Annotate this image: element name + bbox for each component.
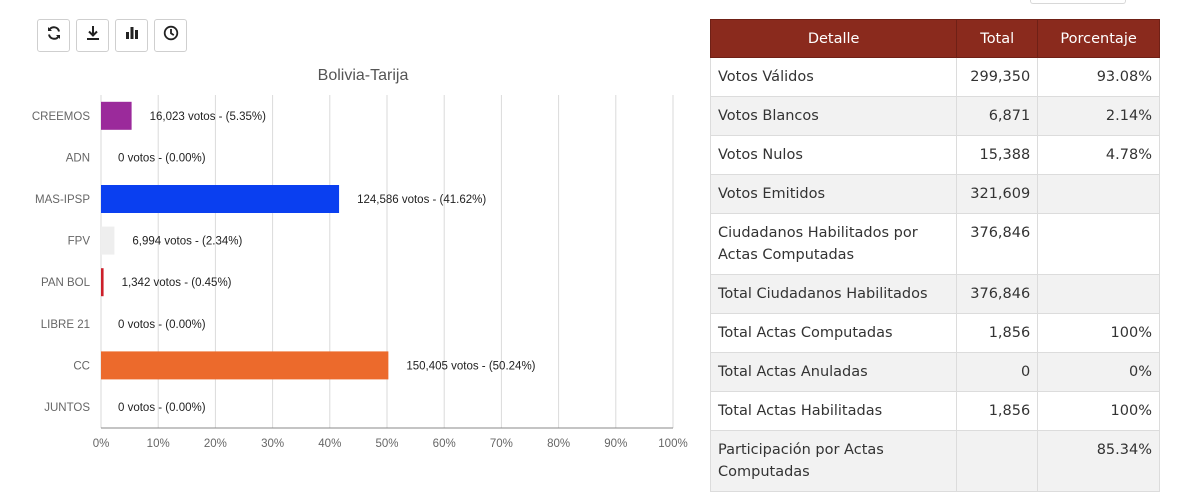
row-total: 299,350 <box>956 57 1039 97</box>
data-label: 124,586 votos - (41.62%) <box>357 194 486 206</box>
row-percentage: 100% <box>1037 313 1160 353</box>
row-percentage: 2.14% <box>1037 96 1160 136</box>
bar <box>101 226 115 255</box>
bar-chart: Bolivia-Tarija 0% 10% 20% 30% 40% 50% 60% 70% 80%… <box>32 67 688 450</box>
row-percentage: 93.08% <box>1037 57 1160 97</box>
row-detail: Votos Emitidos <box>709 174 958 214</box>
download-icon <box>85 25 101 46</box>
row-percentage: 4.78% <box>1037 135 1160 175</box>
header-porcentaje: Porcentaje <box>1037 19 1160 58</box>
data-label: 150,405 votos - (50.24%) <box>406 360 535 372</box>
bar <box>101 351 389 380</box>
row-total: 0 <box>956 352 1039 392</box>
row-detail: Total Actas Anuladas <box>709 352 958 392</box>
refresh-icon <box>46 25 62 46</box>
row-total <box>956 430 1039 492</box>
chart-toolbar <box>37 19 187 52</box>
row-total: 376,846 <box>956 274 1039 314</box>
category-label: CC <box>73 360 90 372</box>
category-label: LIBRE 21 <box>41 319 90 331</box>
row-detail: Total Actas Computadas <box>709 313 958 353</box>
header-total: Total <box>956 19 1039 58</box>
x-tick-label: 80% <box>547 438 570 450</box>
category-label: MAS-IPSP <box>35 194 90 206</box>
row-percentage <box>1037 213 1160 275</box>
row-percentage: 85.34% <box>1037 430 1160 492</box>
data-label: 0 votos - (0.00%) <box>118 319 206 331</box>
x-tick-label: 40% <box>318 438 341 450</box>
bar-chart-icon <box>124 25 140 46</box>
table-row: Total Actas Computadas 1,856 100% <box>709 313 1160 353</box>
top-tab-edge <box>1030 0 1126 4</box>
header-detalle: Detalle <box>709 19 958 58</box>
table-row: Total Ciudadanos Habilitados 376,846 <box>709 274 1160 314</box>
x-tick-label: 10% <box>147 438 170 450</box>
row-total: 1,856 <box>956 391 1039 431</box>
table-row: Votos Emitidos 321,609 <box>709 174 1160 214</box>
x-tick-label: 70% <box>490 438 513 450</box>
category-label: ADN <box>66 152 90 164</box>
data-label: 6,994 votos - (2.34%) <box>132 236 242 248</box>
bar <box>101 101 132 130</box>
data-label: 1,342 votos - (0.45%) <box>122 277 232 289</box>
row-detail: Total Ciudadanos Habilitados <box>709 274 958 314</box>
row-percentage <box>1037 174 1160 214</box>
table-row: Participación por Actas Computadas 85.34% <box>709 430 1160 492</box>
history-button[interactable] <box>154 19 187 52</box>
row-detail: Ciudadanos Habilitados por Actas Computa… <box>709 213 958 275</box>
row-percentage: 0% <box>1037 352 1160 392</box>
row-total: 1,856 <box>956 313 1039 353</box>
table-row: Votos Nulos 15,388 4.78% <box>709 135 1160 175</box>
chart-button[interactable] <box>115 19 148 52</box>
row-total: 321,609 <box>956 174 1039 214</box>
row-total: 15,388 <box>956 135 1039 175</box>
row-detail: Votos Válidos <box>709 57 958 97</box>
table-row: Votos Blancos 6,871 2.14% <box>709 96 1160 136</box>
row-total: 6,871 <box>956 96 1039 136</box>
row-detail: Votos Blancos <box>709 96 958 136</box>
category-label: CREEMOS <box>32 111 90 123</box>
x-tick-label: 60% <box>433 438 456 450</box>
data-label: 0 votos - (0.00%) <box>118 152 206 164</box>
x-tick-label: 20% <box>204 438 227 450</box>
data-label: 0 votos - (0.00%) <box>118 402 206 414</box>
table-header-row: Detalle Total Porcentaje <box>709 19 1160 58</box>
data-label: 16,023 votos - (5.35%) <box>150 111 267 123</box>
bar <box>101 268 104 297</box>
row-detail: Votos Nulos <box>709 135 958 175</box>
refresh-button[interactable] <box>37 19 70 52</box>
row-percentage <box>1037 274 1160 314</box>
x-tick-label: 50% <box>375 438 398 450</box>
clock-icon <box>163 25 179 46</box>
table-row: Total Actas Habilitadas 1,856 100% <box>709 391 1160 431</box>
table-row: Ciudadanos Habilitados por Actas Computa… <box>709 213 1160 275</box>
category-label: PAN BOL <box>41 277 91 289</box>
row-total: 376,846 <box>956 213 1039 275</box>
table-row: Total Actas Anuladas 0 0% <box>709 352 1160 392</box>
chart-title: Bolivia-Tarija <box>318 67 409 84</box>
row-percentage: 100% <box>1037 391 1160 431</box>
x-tick-label: 90% <box>604 438 627 450</box>
row-detail: Total Actas Habilitadas <box>709 391 958 431</box>
category-label: JUNTOS <box>44 402 90 414</box>
x-tick-label: 30% <box>261 438 284 450</box>
table-row: Votos Válidos 299,350 93.08% <box>709 57 1160 97</box>
download-button[interactable] <box>76 19 109 52</box>
category-label: FPV <box>68 236 91 248</box>
results-table: Detalle Total Porcentaje Votos Válidos 29… <box>709 19 1160 492</box>
bar <box>101 185 340 213</box>
row-detail: Participación por Actas Computadas <box>709 430 958 492</box>
x-tick-label: 100% <box>658 438 687 450</box>
x-tick-label: 0% <box>93 438 110 450</box>
